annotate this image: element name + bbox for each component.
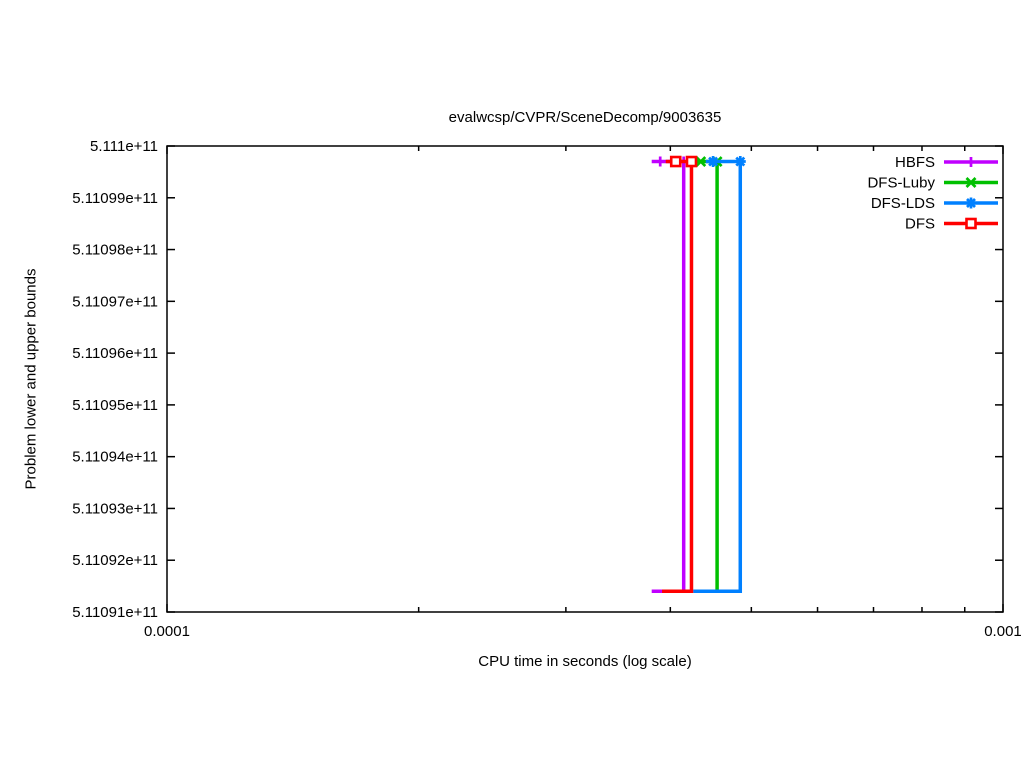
x-tick-label: 0.001: [984, 623, 1022, 640]
series-dfs-lds-point-marker: [734, 156, 746, 168]
y-tick-label: 5.11096e+11: [72, 345, 158, 362]
series-dfs-point-marker: [669, 155, 682, 168]
y-tick-label: 5.11098e+11: [72, 242, 158, 259]
series-hbfs-lower-bound-line: [651, 161, 686, 594]
legend-marker-hbfs: [966, 157, 976, 167]
y-tick-label: 5.11094e+11: [72, 449, 158, 466]
y-tick-label: 5.11091e+11: [72, 604, 158, 621]
series-dfs-luby-lower-bound-line: [696, 161, 719, 594]
series-dfs-lower-bound-line: [662, 161, 694, 594]
legend-label-dfs-lds: DFS-LDS: [871, 195, 935, 212]
legend-marker-dfs: [965, 217, 977, 230]
legend-label-dfs-luby: DFS-Luby: [867, 175, 935, 192]
series-dfs-lds-point-marker: [707, 156, 719, 168]
plot-frame: [166, 145, 1004, 613]
y-tick-label: 5.11099e+11: [72, 190, 158, 207]
series-dfs-luby-point-marker: [695, 156, 707, 167]
series-dfs-lds-lower-bound-line: [693, 161, 743, 594]
y-tick-label: 5.11092e+11: [72, 552, 158, 569]
y-tick-label: 5.11095e+11: [72, 397, 158, 414]
y-tick-label: 5.11097e+11: [72, 293, 158, 310]
legend-label-hbfs: HBFS: [895, 154, 935, 171]
x-axis-label: CPU time in seconds (log scale): [478, 653, 692, 670]
y-tick-label: 5.11093e+11: [72, 500, 158, 517]
series-dfs-point-marker: [685, 155, 698, 168]
x-tick-label: 0.0001: [144, 623, 190, 640]
legend-marker-dfs-lds: [965, 197, 977, 209]
series-hbfs-point-marker: [655, 156, 666, 167]
legend-marker-dfs-luby: [965, 177, 977, 188]
y-tick-label: 5.111e+11: [90, 138, 158, 155]
chart-title: evalwcsp/CVPR/SceneDecomp/9003635: [448, 109, 722, 126]
legend-label-dfs: DFS: [905, 216, 935, 233]
